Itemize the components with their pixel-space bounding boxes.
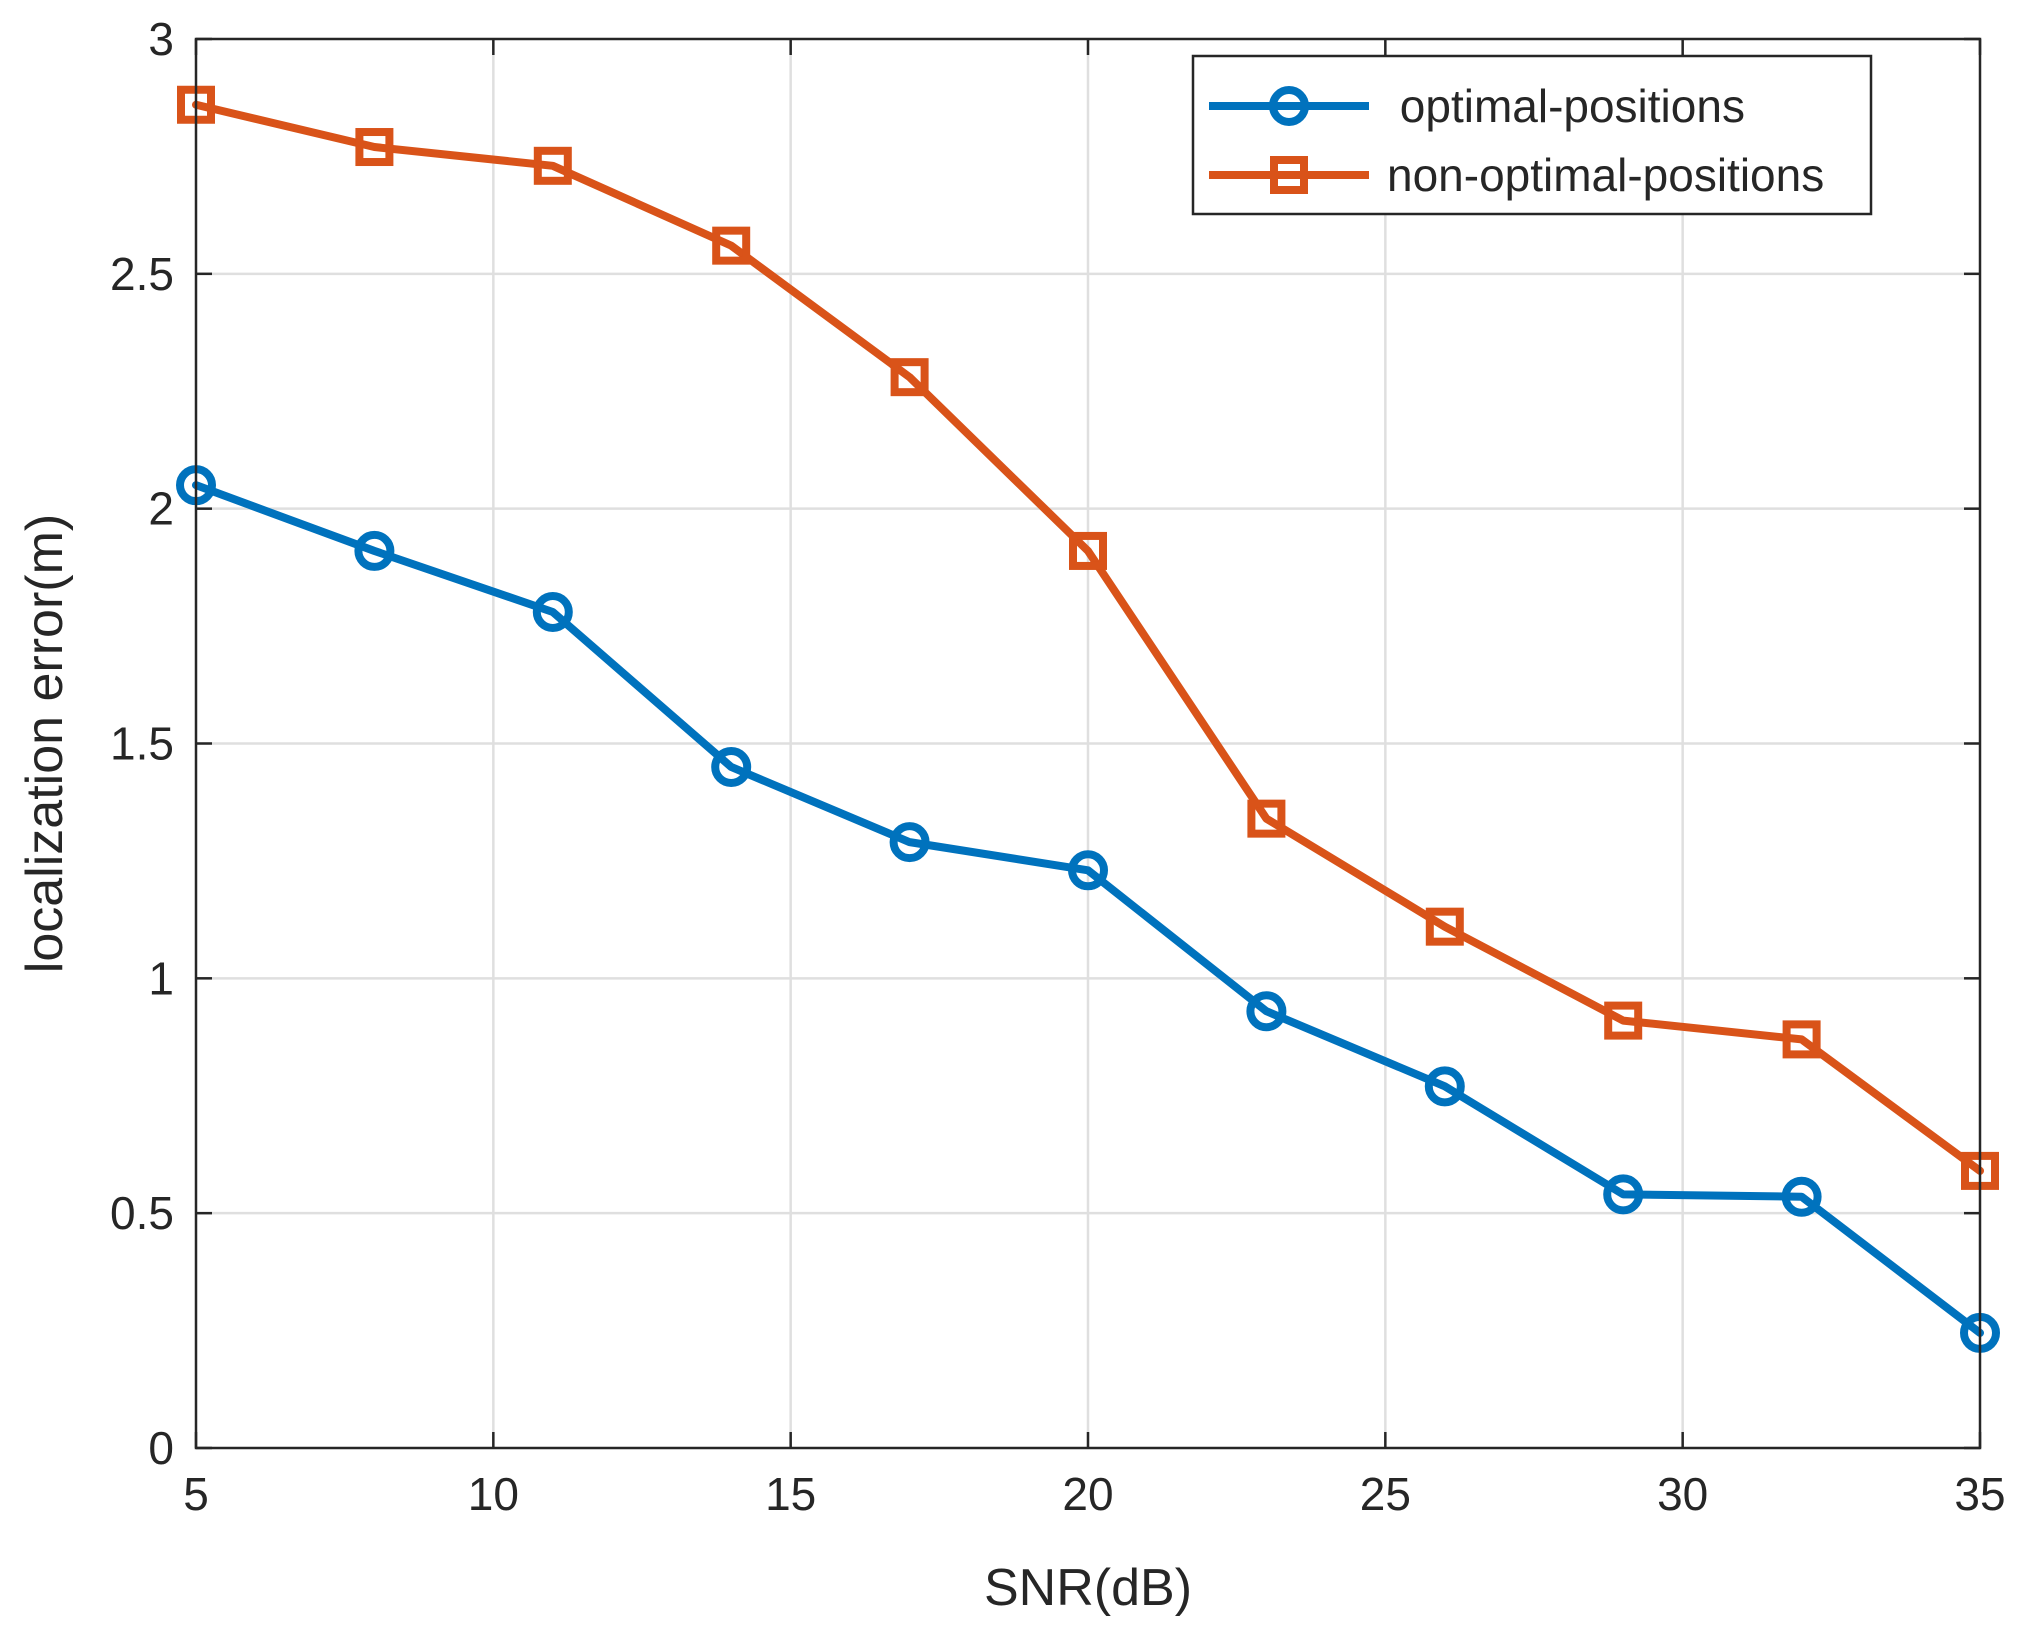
data-point <box>712 226 751 265</box>
x-tick-label: 10 <box>468 1468 519 1520</box>
data-point <box>711 746 752 787</box>
data-point <box>889 822 930 863</box>
series-group <box>176 85 2000 1353</box>
data-point <box>532 591 573 632</box>
series-1 <box>176 465 2000 1353</box>
x-tick-label: 20 <box>1062 1468 1113 1520</box>
data-point <box>890 358 929 397</box>
data-point <box>1424 1066 1465 1107</box>
x-tick-label: 35 <box>1954 1468 2005 1520</box>
y-tick-label: 2.5 <box>110 248 174 300</box>
series-line <box>192 100 1984 1175</box>
data-point <box>1246 991 1287 1032</box>
data-point <box>355 128 394 167</box>
grid-lines <box>196 39 1980 1448</box>
y-tick-label: 3 <box>148 13 174 65</box>
x-tick-label: 25 <box>1360 1468 1411 1520</box>
legend-item-2: non-optimal-positions <box>1209 149 1824 201</box>
data-point <box>1604 1001 1643 1040</box>
data-point <box>533 146 572 185</box>
legend-label: optimal-positions <box>1387 80 1745 132</box>
data-point <box>1069 531 1107 570</box>
data-point <box>1247 799 1286 838</box>
x-tick-label: 5 <box>183 1468 209 1520</box>
x-tick-label: 30 <box>1657 1468 1708 1520</box>
data-point <box>1425 907 1464 946</box>
legend-label: non-optimal-positions <box>1387 149 1824 201</box>
data-point <box>1068 850 1108 891</box>
y-tick-label: 0.5 <box>110 1187 174 1239</box>
legend-marker <box>1269 86 1309 126</box>
data-point <box>354 530 395 571</box>
data-point <box>1603 1174 1644 1215</box>
y-tick-label: 2 <box>148 483 174 535</box>
legend: optimal-positions non-optimal-positions <box>1191 54 1873 216</box>
legend-item-1: optimal-positions <box>1209 80 1745 132</box>
x-axis-title: SNR(dB) <box>984 1559 1192 1617</box>
data-point <box>1782 1020 1821 1059</box>
y-tick-label: 1 <box>148 952 174 1004</box>
axis-ticks: 5 10 15 20 25 30 35 0 0.5 1 1.5 2 2.5 3 <box>110 13 2006 1520</box>
y-axis-title: localization error(m) <box>16 514 74 973</box>
y-tick-label: 0 <box>148 1422 174 1474</box>
y-tick-label: 1.5 <box>110 718 174 770</box>
series-line <box>192 481 1984 1337</box>
legend-marker <box>1270 156 1308 194</box>
data-point <box>1781 1176 1822 1217</box>
x-tick-label: 15 <box>765 1468 816 1520</box>
